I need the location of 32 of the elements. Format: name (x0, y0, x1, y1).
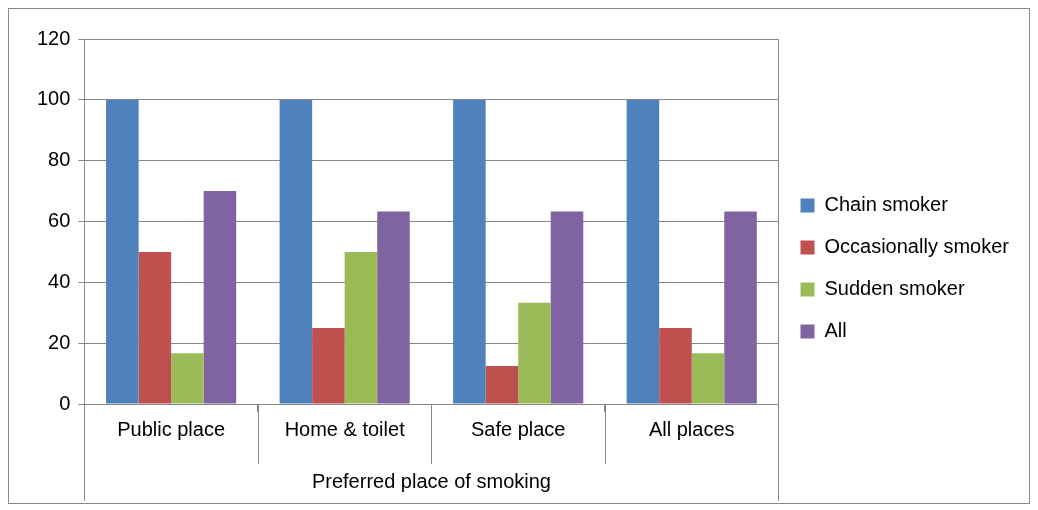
bar (203, 191, 237, 404)
bar (626, 99, 660, 404)
x-tick-label: All places (648, 417, 735, 440)
y-tick-label: 0 (59, 391, 71, 414)
bar (344, 251, 378, 404)
bar (724, 211, 757, 404)
y-tick-label: 80 (48, 148, 71, 171)
bar (550, 211, 584, 404)
x-axis-title: Preferred place of smoking (311, 469, 551, 492)
legend-label: Sudden smoker (824, 277, 965, 300)
y-tick-label: 120 (36, 26, 71, 49)
y-tick-label: 60 (48, 209, 71, 232)
y-tick-label: 100 (36, 87, 71, 110)
bar (453, 99, 486, 404)
bar (312, 327, 345, 404)
bar (279, 99, 313, 404)
x-tick-label: Public place (117, 417, 226, 440)
legend-label: Chain smoker (824, 193, 949, 216)
bar (659, 327, 692, 404)
legend-label: All (824, 319, 847, 342)
y-tick-label: 40 (48, 269, 71, 292)
x-tick-label: Safe place (470, 417, 566, 440)
bar (691, 353, 725, 404)
bar (518, 302, 551, 404)
x-tick-label: Home & toilet (284, 417, 406, 440)
legend-label: Occasionally smoker (824, 235, 1010, 258)
bar (138, 251, 172, 404)
y-tick-label: 20 (48, 330, 71, 353)
bar (171, 353, 204, 404)
bar (106, 99, 139, 404)
bar (377, 211, 410, 404)
bar (485, 365, 519, 404)
